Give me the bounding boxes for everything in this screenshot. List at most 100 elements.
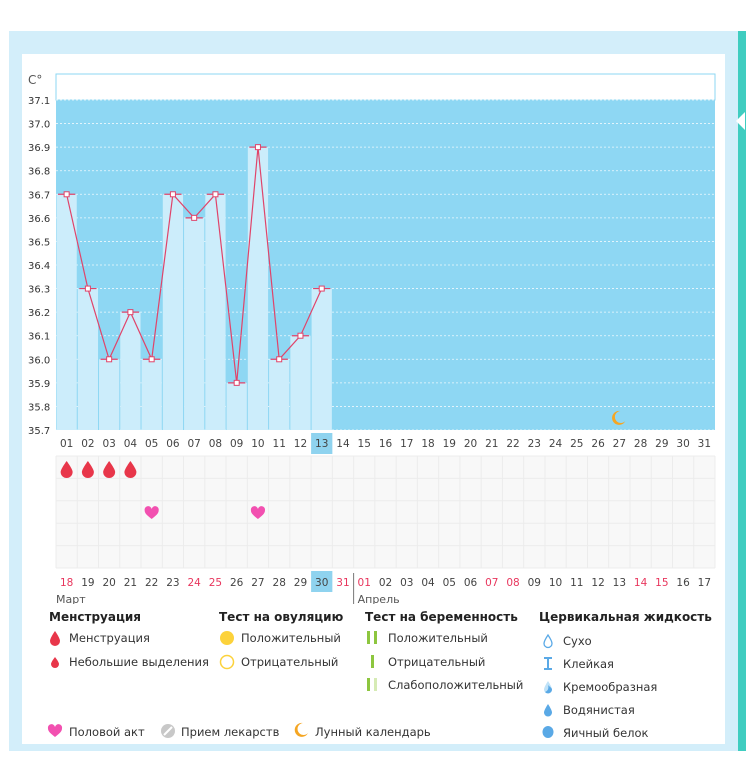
pill-icon <box>161 724 175 738</box>
legend-pregnancy-negative: Отрицательный <box>388 655 486 669</box>
day-label: 17 <box>400 438 413 450</box>
drop-icon <box>60 461 73 478</box>
legend-pregnancy-title: Тест на беременность <box>365 610 518 624</box>
date-label: 25 <box>209 577 222 589</box>
temperature-point <box>127 309 134 316</box>
day-label: 01 <box>60 438 73 450</box>
current-day-highlight <box>311 433 333 454</box>
y-tick-label: 36.5 <box>28 237 50 248</box>
legend: Менструация Менструация Небольшие выделе… <box>0 604 746 770</box>
watery-drop-icon <box>544 704 552 717</box>
day-label: 22 <box>506 438 519 450</box>
temperature-bar <box>269 359 290 430</box>
date-label: 05 <box>443 577 456 589</box>
day-label: 25 <box>570 438 583 450</box>
y-tick-label: 35.7 <box>28 426 50 437</box>
date-label: 09 <box>528 577 541 589</box>
heart-icon <box>47 724 63 737</box>
temperature-bar <box>99 359 120 430</box>
temperature-point <box>297 332 304 339</box>
day-label: 24 <box>549 438 563 450</box>
current-date-highlight <box>311 571 333 592</box>
symptom-grid-bg <box>56 456 715 568</box>
temperature-point <box>276 356 283 363</box>
sticky-icon <box>544 657 552 670</box>
y-tick-label: 36.6 <box>28 214 50 225</box>
date-label: 22 <box>145 577 158 589</box>
date-label: 21 <box>124 577 137 589</box>
day-label: 27 <box>613 438 626 450</box>
moon-icon <box>612 410 626 425</box>
day-label: 08 <box>209 438 222 450</box>
x-axis-days: 01 02 03 04 05 06 07 08 09 10 11 12 13 14 15 16 17 18 19 20… <box>60 433 711 454</box>
day-label: 30 <box>676 438 689 450</box>
plot-area <box>55 73 716 431</box>
date-label: 16 <box>676 577 690 589</box>
legend-cervical-creamy: Кремообразная <box>563 680 658 694</box>
date-label: 20 <box>102 577 115 589</box>
date-label: 24 <box>187 577 201 589</box>
temperature-bar <box>120 312 141 430</box>
side-panel-arrow-icon[interactable] <box>736 112 745 130</box>
temperature-chart: C° 37.137.036.936.836.736.636.536.436.33… <box>28 73 716 604</box>
y-tick-label: 36.1 <box>28 332 50 343</box>
day-label: 11 <box>273 438 286 450</box>
month-label-start: Март <box>56 593 86 604</box>
date-label: 03 <box>400 577 413 589</box>
y-axis: 37.1 37.0 36.9 36.8 36.7 36.6 36.5 36.4 36.3 36.2… <box>28 96 50 437</box>
day-label: 16 <box>379 438 393 450</box>
temperature-point <box>233 379 240 386</box>
y-tick-label: 36.2 <box>28 308 50 319</box>
drop-icon <box>124 461 137 479</box>
date-label: 23 <box>166 577 179 589</box>
temperature-bar <box>77 288 99 430</box>
temperature-point <box>84 285 91 292</box>
day-label: 03 <box>102 438 115 450</box>
day-label: 07 <box>187 438 200 450</box>
heart-icon <box>250 506 266 519</box>
date-label: 30 <box>315 577 328 589</box>
y-tick-label: 36.0 <box>28 355 50 366</box>
date-label: 07 <box>485 577 498 589</box>
drop-icon <box>103 461 116 479</box>
date-label: 29 <box>294 577 307 589</box>
positive-circle-icon <box>220 631 234 645</box>
temperature-bar <box>247 147 269 430</box>
temperature-point <box>212 191 219 198</box>
temperature-bar <box>205 194 226 430</box>
date-label: 19 <box>81 577 94 589</box>
legend-cervical-watery: Водянистая <box>563 703 635 717</box>
drop-icon <box>50 631 60 646</box>
day-label: 14 <box>336 438 350 450</box>
temperature-point <box>148 356 155 363</box>
day-label: 18 <box>421 438 434 450</box>
day-label: 19 <box>443 438 456 450</box>
temperature-point <box>106 356 113 363</box>
legend-ovulation-negative: Отрицательный <box>241 655 339 669</box>
temperature-point <box>254 144 261 151</box>
legend-medication: Прием лекарств <box>181 725 280 739</box>
legend-pregnancy-faint: Слабоположительный <box>388 678 524 692</box>
legend-intercourse: Половой акт <box>69 725 145 739</box>
date-label: 15 <box>655 577 668 589</box>
temperature-bar <box>141 359 162 430</box>
y-tick-label: 35.9 <box>28 379 50 390</box>
legend-spotting-item: Небольшие выделения <box>69 655 209 669</box>
day-label: 29 <box>655 438 668 450</box>
date-label: 04 <box>421 577 435 589</box>
temperature-bar <box>184 217 205 430</box>
date-label: 08 <box>506 577 519 589</box>
side-panel-handle[interactable] <box>738 31 746 751</box>
temperature-point <box>169 191 176 198</box>
day-label: 20 <box>464 438 477 450</box>
date-label: 14 <box>634 577 648 589</box>
temperature-bar <box>162 194 184 430</box>
date-label: 12 <box>591 577 604 589</box>
temperature-point <box>63 191 70 198</box>
day-label: 12 <box>294 438 307 450</box>
y-tick-label: 36.9 <box>28 143 50 154</box>
date-label: 28 <box>273 577 286 589</box>
temperature-point <box>191 214 198 221</box>
day-label: 31 <box>698 438 711 450</box>
y-tick-label: 37.1 <box>28 96 50 107</box>
